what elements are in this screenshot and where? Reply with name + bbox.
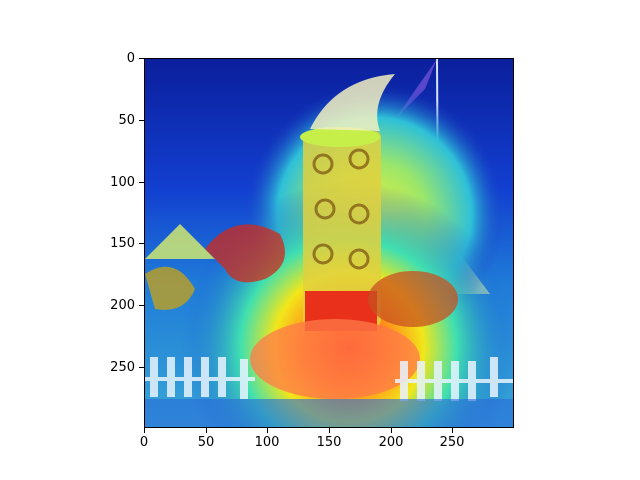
ytick-250: [139, 367, 144, 368]
xtick-100: [267, 428, 268, 433]
xtick-150: [329, 428, 330, 433]
xtick-250: [452, 428, 453, 433]
ytick-label-200: 200: [110, 298, 135, 313]
ytick-label-100: 100: [110, 175, 135, 190]
ytick-200: [139, 305, 144, 306]
ytick-label-150: 150: [110, 236, 135, 251]
xtick-label-100: 100: [254, 435, 280, 450]
ytick-label-250: 250: [110, 360, 135, 375]
xtick-50: [206, 428, 207, 433]
xtick-label-250: 250: [439, 435, 465, 450]
ytick-0: [139, 58, 144, 59]
ytick-100: [139, 182, 144, 183]
xtick-label-50: 50: [197, 435, 215, 450]
xtick-0: [144, 428, 145, 433]
xtick-label-200: 200: [378, 435, 404, 450]
ytick-150: [139, 243, 144, 244]
xtick-label-0: 0: [139, 435, 149, 450]
ytick-50: [139, 120, 144, 121]
xtick-label-150: 150: [316, 435, 342, 450]
heatmap-image: [145, 59, 513, 427]
ytick-label-0: 0: [126, 51, 135, 66]
ytick-label-50: 50: [118, 113, 135, 128]
image-axes: [144, 58, 514, 428]
xtick-200: [391, 428, 392, 433]
